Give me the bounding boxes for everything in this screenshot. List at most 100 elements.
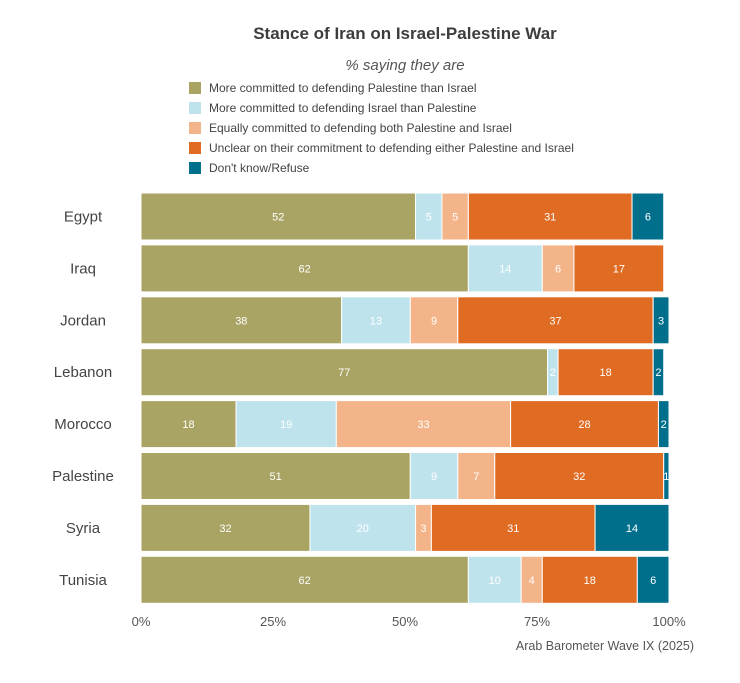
data-label: 6 <box>645 212 651 224</box>
data-label: 28 <box>578 419 590 431</box>
data-label: 5 <box>452 212 458 224</box>
category-label: Egypt <box>64 209 103 226</box>
data-label: 62 <box>299 575 311 587</box>
data-label: 18 <box>584 575 596 587</box>
legend-label: Unclear on their commitment to defending… <box>209 141 574 155</box>
data-label: 9 <box>431 315 437 327</box>
bar-segment <box>557 348 654 397</box>
data-label: 5 <box>426 212 432 224</box>
bar-segment <box>663 452 670 500</box>
legend-swatch <box>189 122 201 134</box>
data-label: 51 <box>270 471 282 483</box>
legend-item: Equally committed to defending both Pale… <box>189 118 574 138</box>
legend-item: More committed to defending Israel than … <box>189 98 574 118</box>
data-label: 2 <box>661 419 667 431</box>
data-label: 10 <box>489 575 501 587</box>
bar-segment <box>341 296 411 345</box>
legend-item: Unclear on their commitment to defending… <box>189 138 574 158</box>
bar-segment <box>541 555 638 604</box>
bar-segment <box>457 296 654 345</box>
bar-segment <box>631 192 665 241</box>
category-label: Iraq <box>70 260 96 277</box>
x-tick-label: 75% <box>524 614 550 629</box>
data-label: 13 <box>370 315 382 327</box>
data-label: 3 <box>420 523 426 535</box>
bar-segment <box>415 192 443 241</box>
bar-segment <box>430 503 596 552</box>
bar-segment <box>140 192 417 241</box>
x-tick-label: 100% <box>652 614 686 629</box>
bar-segment <box>409 296 459 345</box>
data-label: 1 <box>663 471 669 483</box>
bar-segment <box>510 400 659 449</box>
data-label: 14 <box>499 263 511 275</box>
data-label: 2 <box>655 367 661 379</box>
data-label: 77 <box>338 367 350 379</box>
data-label: 18 <box>182 419 194 431</box>
data-label: 31 <box>544 212 556 224</box>
legend-label: More committed to defending Israel than … <box>209 101 477 115</box>
data-label: 17 <box>613 263 625 275</box>
bar-segment <box>652 296 670 345</box>
bar-segment <box>541 244 575 293</box>
data-label: 32 <box>573 471 585 483</box>
bar-segment <box>140 244 469 293</box>
x-tick-label: 50% <box>392 614 418 629</box>
data-label: 9 <box>431 471 437 483</box>
legend-item: More committed to defending Palestine th… <box>189 78 574 98</box>
legend-item: Don't know/Refuse <box>189 158 574 178</box>
source-note: Arab Barometer Wave IX (2025) <box>515 639 694 653</box>
category-label: Tunisia <box>59 572 107 589</box>
data-label: 19 <box>280 419 292 431</box>
bar-segment <box>140 296 343 345</box>
data-label: 32 <box>219 523 231 535</box>
bar-segment <box>140 503 311 552</box>
data-label: 6 <box>650 575 656 587</box>
data-label: 31 <box>507 523 519 535</box>
data-label: 20 <box>357 523 369 535</box>
category-label: Palestine <box>52 468 114 485</box>
bar-segment <box>573 244 665 293</box>
chart-title: Stance of Iran on Israel-Palestine War <box>253 24 557 43</box>
legend-swatch <box>189 82 201 94</box>
chart-subtitle: % saying they are <box>345 57 465 74</box>
x-tick-label: 25% <box>260 614 286 629</box>
bar-segment <box>636 555 670 604</box>
bar-segment <box>235 400 337 449</box>
bar-segment <box>657 400 670 449</box>
data-label: 62 <box>299 263 311 275</box>
category-label: Morocco <box>54 416 112 433</box>
data-label: 7 <box>473 471 479 483</box>
data-label: 38 <box>235 315 247 327</box>
bar-segment <box>140 348 549 397</box>
legend-swatch <box>189 102 201 114</box>
data-label: 4 <box>529 575 535 587</box>
bar-segment <box>140 452 411 500</box>
bar-segment <box>594 503 670 552</box>
x-tick-label: 0% <box>132 614 151 629</box>
bar-segment <box>441 192 469 241</box>
legend-label: More committed to defending Palestine th… <box>209 81 477 95</box>
legend-label: Don't know/Refuse <box>209 161 310 175</box>
data-label: 2 <box>550 367 556 379</box>
data-label: 33 <box>417 419 429 431</box>
category-label: Lebanon <box>54 364 112 381</box>
category-label: Syria <box>66 520 101 537</box>
data-label: 18 <box>600 367 612 379</box>
data-label: 37 <box>549 315 561 327</box>
category-label: Jordan <box>60 312 106 329</box>
bar-segment <box>309 503 417 552</box>
bar-segment <box>652 348 665 397</box>
data-label: 3 <box>658 315 664 327</box>
data-label: 14 <box>626 523 638 535</box>
data-label: 6 <box>555 263 561 275</box>
legend-swatch <box>189 162 201 174</box>
data-label: 52 <box>272 212 284 224</box>
bar-segment <box>335 400 512 449</box>
legend-swatch <box>189 142 201 154</box>
legend: More committed to defending Palestine th… <box>189 78 574 178</box>
bar-segment <box>409 452 459 500</box>
bar-segment <box>140 555 469 604</box>
legend-label: Equally committed to defending both Pale… <box>209 121 512 135</box>
